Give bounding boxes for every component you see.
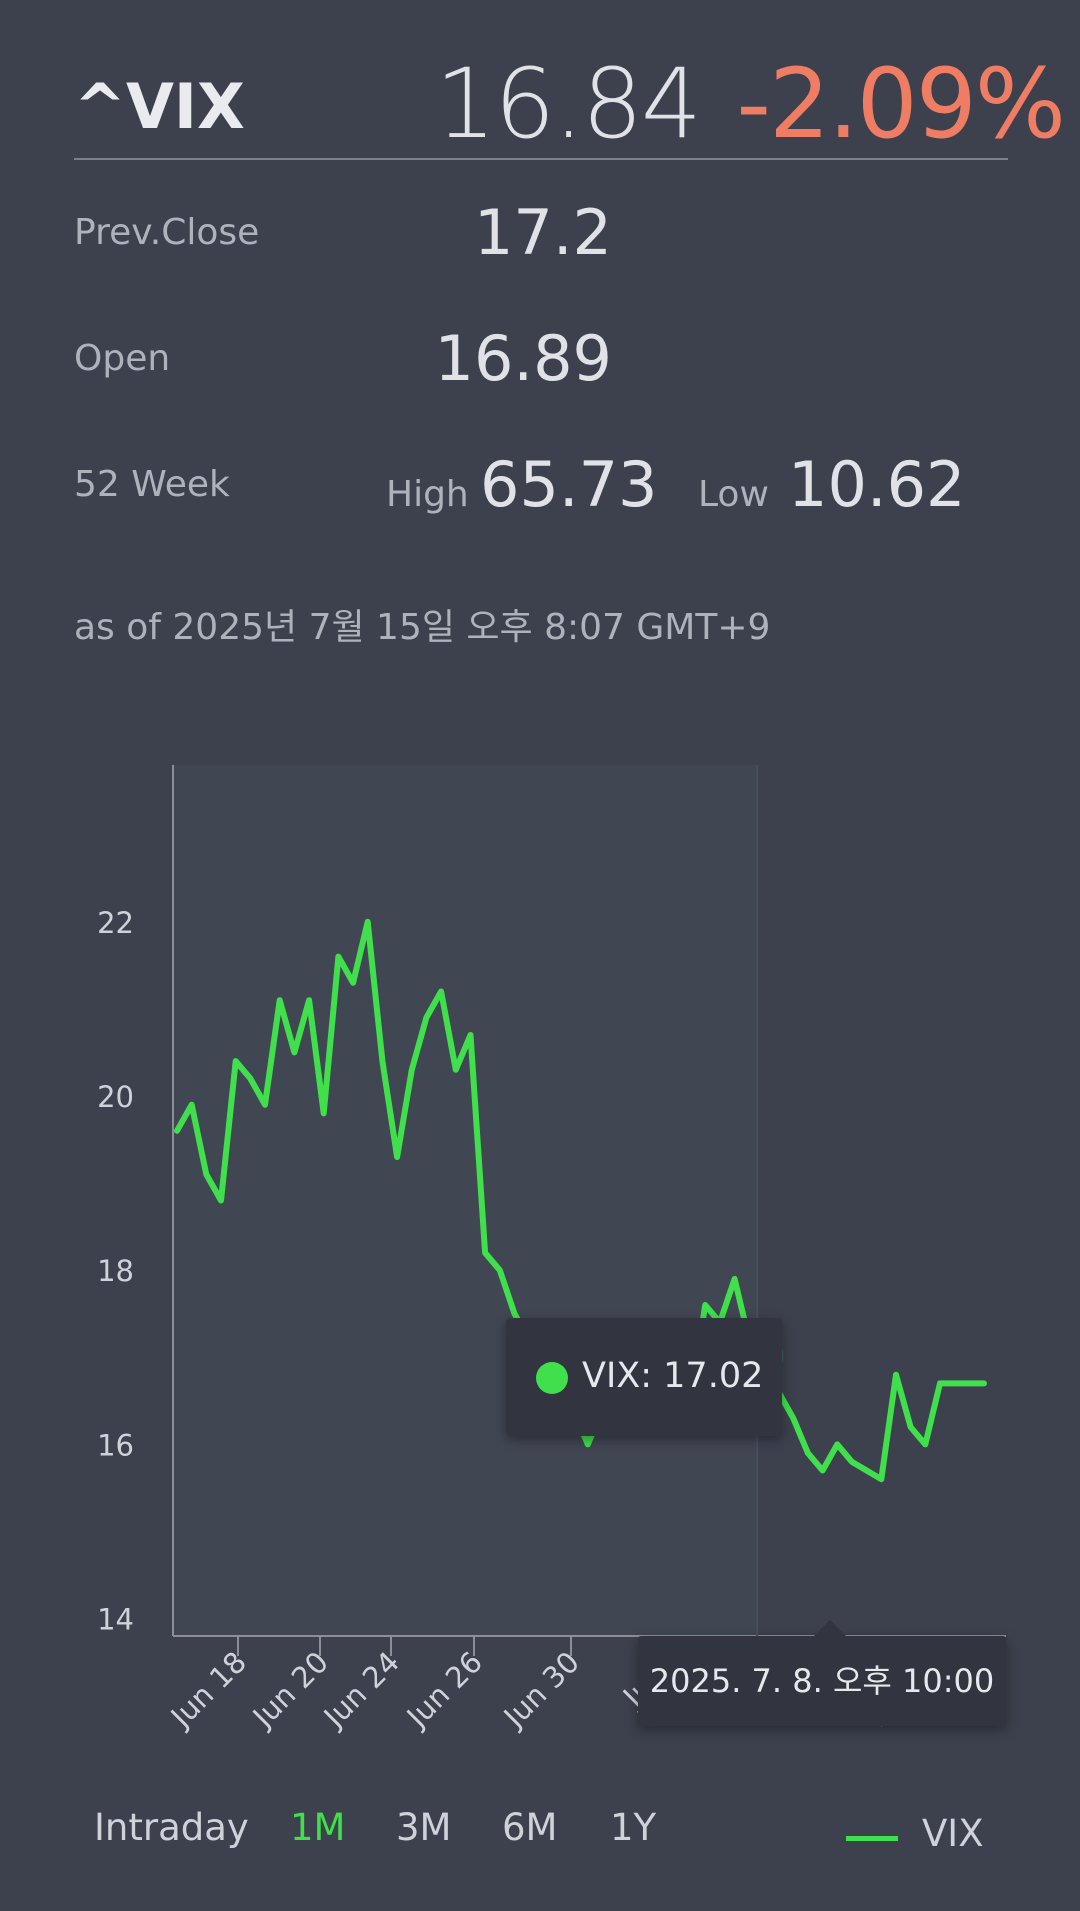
caret-up-icon xyxy=(814,1620,846,1636)
low-value: 10.62 xyxy=(788,448,966,521)
ticker-symbol: ^VIX xyxy=(74,70,245,143)
value-tooltip: VIX: 17.02 xyxy=(506,1318,782,1436)
quote-header: ^VIX 16.84 -2.09% xyxy=(74,48,1066,160)
range-1y-button[interactable]: 1Y xyxy=(610,1806,657,1849)
tooltip-value: VIX: 17.02 xyxy=(582,1356,764,1396)
x-tick-label: Jun 30 xyxy=(496,1645,586,1735)
range-6m-button[interactable]: 6M xyxy=(502,1806,558,1849)
low-label: Low xyxy=(698,474,769,515)
prev-close-label: Prev.Close xyxy=(74,212,260,253)
tooltip-date: 2025. 7. 8. 오후 10:00 xyxy=(649,1662,995,1700)
high-label: High xyxy=(386,474,469,515)
x-tick-label: Jun 20 xyxy=(245,1645,335,1735)
last-price: 16.84 xyxy=(435,48,702,160)
date-tooltip: 2025. 7. 8. 오후 10:00 xyxy=(638,1620,1006,1726)
open-label: Open xyxy=(74,338,171,379)
series-dot-icon xyxy=(536,1362,568,1394)
high-value: 65.73 xyxy=(480,448,658,521)
y-tick-label: 16 xyxy=(97,1428,134,1462)
x-tick-label: Jun 18 xyxy=(163,1645,253,1735)
open-value: 16.89 xyxy=(434,322,613,395)
range-3m-button[interactable]: 3M xyxy=(396,1806,452,1849)
week52-label: 52 Week xyxy=(74,464,230,505)
range-intraday-button[interactable]: Intraday xyxy=(94,1806,249,1849)
range-1m-button[interactable]: 1M xyxy=(290,1806,346,1849)
y-tick-label: 18 xyxy=(97,1254,134,1288)
prev-close-value: 17.2 xyxy=(473,196,612,269)
legend-line-icon xyxy=(846,1836,898,1841)
as-of-timestamp: as of 2025년 7월 15일 오후 8:07 GMT+9 xyxy=(74,607,771,648)
legend-series-name: VIX xyxy=(922,1812,984,1855)
x-tick-label: Jun 26 xyxy=(399,1645,489,1735)
y-tick-label: 14 xyxy=(97,1603,134,1637)
y-tick-label: 22 xyxy=(97,906,134,940)
hover-shade xyxy=(174,765,758,1636)
change-percent: -2.09% xyxy=(736,48,1066,160)
x-tick-label: Jun 24 xyxy=(316,1645,406,1735)
y-tick-label: 20 xyxy=(97,1080,134,1114)
